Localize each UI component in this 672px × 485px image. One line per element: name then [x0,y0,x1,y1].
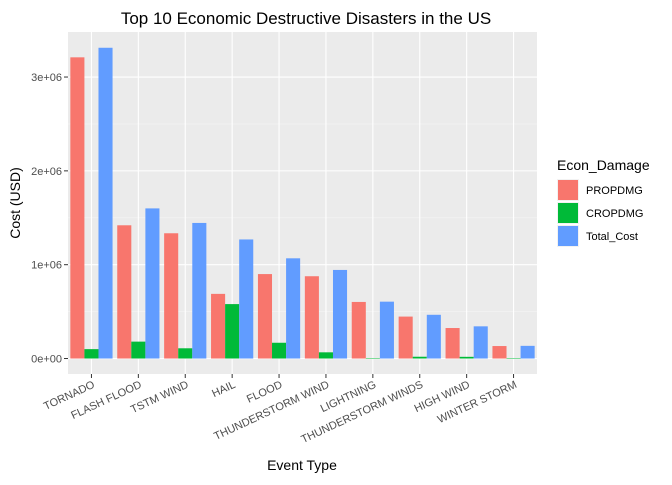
x-tick-label: WINTER STORM [436,379,519,426]
bar-propdmg [304,276,319,359]
y-tick-label: 0e+00 [31,354,62,366]
bar-propdmg [492,346,507,359]
bar-propdmg [164,233,179,359]
bar-propdmg [257,274,273,359]
bar-cropdmg [84,349,99,359]
bar-cropdmg [178,348,193,359]
bar-cropdmg [412,356,427,359]
bar-total-cost [426,314,441,359]
bar-propdmg [351,301,366,359]
legend-title: Econ_Damage [557,157,650,173]
bar-total-cost [192,222,207,359]
y-tick-label: 3e+06 [31,72,62,84]
bar-propdmg [445,328,460,359]
legend-label: CROPDMG [586,208,643,220]
bar-cropdmg [459,356,474,359]
legend: Econ_Damage PROPDMG CROPDMG Total_Cost [557,157,650,247]
y-tick-label: 1e+06 [31,260,62,272]
bar-total-cost [332,269,348,359]
y-axis: 0e+00 1e+06 2e+06 3e+06 [31,72,68,366]
bar-cropdmg [272,342,287,359]
bar-total-cost [145,208,160,359]
bar-total-cost [239,239,254,359]
bar-propdmg [398,316,413,359]
y-axis-title: Cost (USD) [7,167,23,239]
legend-swatch [558,226,578,246]
bar-total-cost [520,345,535,359]
legend-label: Total_Cost [586,231,638,243]
bar-total-cost [379,301,394,359]
bar-cropdmg [506,358,521,359]
bar-total-cost [473,326,488,359]
bars [70,47,535,359]
bar-total-cost [98,47,113,359]
legend-label: PROPDMG [586,185,643,197]
legend-swatch [558,203,578,223]
y-tick-label: 2e+06 [31,166,62,178]
bar-cropdmg [131,341,146,359]
legend-swatch [558,180,578,200]
chart-title: Top 10 Economic Destructive Disasters in… [121,9,491,28]
bar-cropdmg [225,304,240,359]
bar-propdmg [117,225,132,359]
x-axis-title: Event Type [267,457,337,473]
bar-propdmg [70,57,85,359]
x-tick-label: HAIL [210,379,237,400]
bar-cropdmg [318,352,333,359]
bar-cropdmg [365,358,380,359]
bar-total-cost [286,258,301,359]
bar-propdmg [211,293,226,359]
